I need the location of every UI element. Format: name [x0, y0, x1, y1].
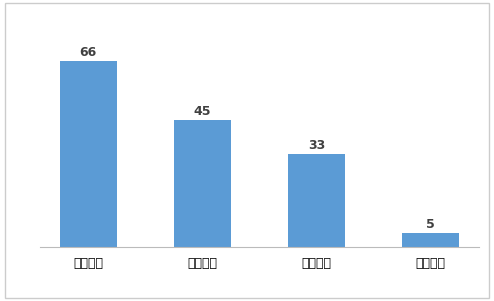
Text: 5: 5 [426, 218, 435, 231]
Text: 45: 45 [194, 105, 211, 118]
Bar [288, 154, 345, 247]
Bar [59, 61, 117, 247]
Text: 33: 33 [308, 139, 325, 152]
Bar [402, 233, 459, 247]
Text: 66: 66 [80, 46, 97, 59]
Bar [174, 120, 231, 247]
